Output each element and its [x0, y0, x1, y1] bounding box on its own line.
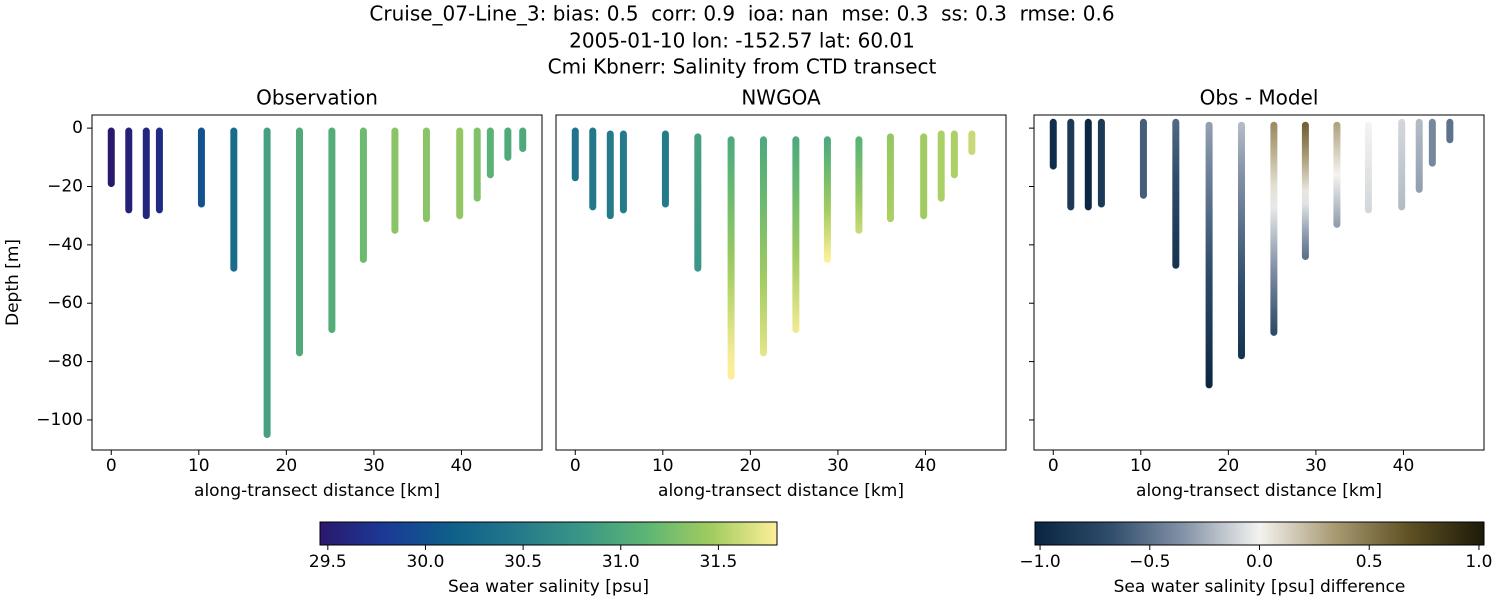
suptitle: 2005-01-10 lon: -152.57 lat: 60.01 — [569, 29, 915, 53]
colorbar-label: Sea water salinity [psu] difference — [1114, 577, 1406, 597]
x-tick-label: 40 — [451, 456, 473, 476]
colorbar-tick-label: 30.5 — [504, 552, 542, 572]
x-tick-label: 10 — [188, 456, 210, 476]
x-tick-label: 20 — [276, 456, 298, 476]
x-axis-label: along-transect distance [km] — [194, 481, 440, 501]
colorbar-tick-label: 31.5 — [699, 552, 737, 572]
colorbar-label: Sea water salinity [psu] — [448, 577, 649, 597]
colorbar-tick-label: 30.0 — [407, 552, 445, 572]
plot-frame — [91, 114, 543, 451]
colorbar — [319, 521, 778, 546]
x-tick-label: 10 — [652, 456, 674, 476]
x-tick-label: 20 — [740, 456, 762, 476]
y-tick-label: −40 — [47, 235, 83, 255]
x-tick-label: 0 — [106, 456, 117, 476]
y-tick-label: −80 — [47, 352, 83, 372]
x-axis-label: along-transect distance [km] — [658, 481, 904, 501]
colorbar-tick-label: 0.5 — [1356, 552, 1383, 572]
x-tick-label: 30 — [363, 456, 385, 476]
x-tick-label: 30 — [1305, 456, 1327, 476]
x-tick-label: 30 — [827, 456, 849, 476]
colorbar — [1034, 521, 1485, 546]
x-tick-label: 0 — [570, 456, 581, 476]
x-tick-label: 0 — [1048, 456, 1059, 476]
y-axis-label: Depth [m] — [3, 239, 23, 326]
colorbar-tick-label: 1.0 — [1465, 552, 1492, 572]
panel-title: NWGOA — [741, 86, 821, 110]
colorbar-tick-label: 0.0 — [1246, 552, 1273, 572]
panel-title: Observation — [256, 86, 378, 110]
suptitle: Cruise_07-Line_3: bias: 0.5 corr: 0.9 io… — [369, 2, 1114, 26]
x-tick-label: 40 — [1393, 456, 1415, 476]
y-tick-label: −100 — [36, 410, 83, 430]
colorbar-tick-label: −0.5 — [1129, 552, 1170, 572]
y-tick-label: −20 — [47, 176, 83, 196]
suptitle: Cmi Kbnerr: Salinity from CTD transect — [548, 55, 937, 79]
x-tick-label: 20 — [1218, 456, 1240, 476]
x-axis-label: along-transect distance [km] — [1136, 481, 1382, 501]
x-tick-label: 10 — [1130, 456, 1152, 476]
y-tick-label: 0 — [72, 118, 83, 138]
colorbar-tick-label: 31.0 — [602, 552, 640, 572]
plot-frame — [555, 114, 1007, 451]
y-tick-label: −60 — [47, 293, 83, 313]
colorbar-tick-label: 29.5 — [309, 552, 347, 572]
plot-frame — [1033, 114, 1485, 451]
panel-title: Obs - Model — [1200, 86, 1319, 110]
x-tick-label: 40 — [915, 456, 937, 476]
colorbar-tick-label: −1.0 — [1019, 552, 1060, 572]
